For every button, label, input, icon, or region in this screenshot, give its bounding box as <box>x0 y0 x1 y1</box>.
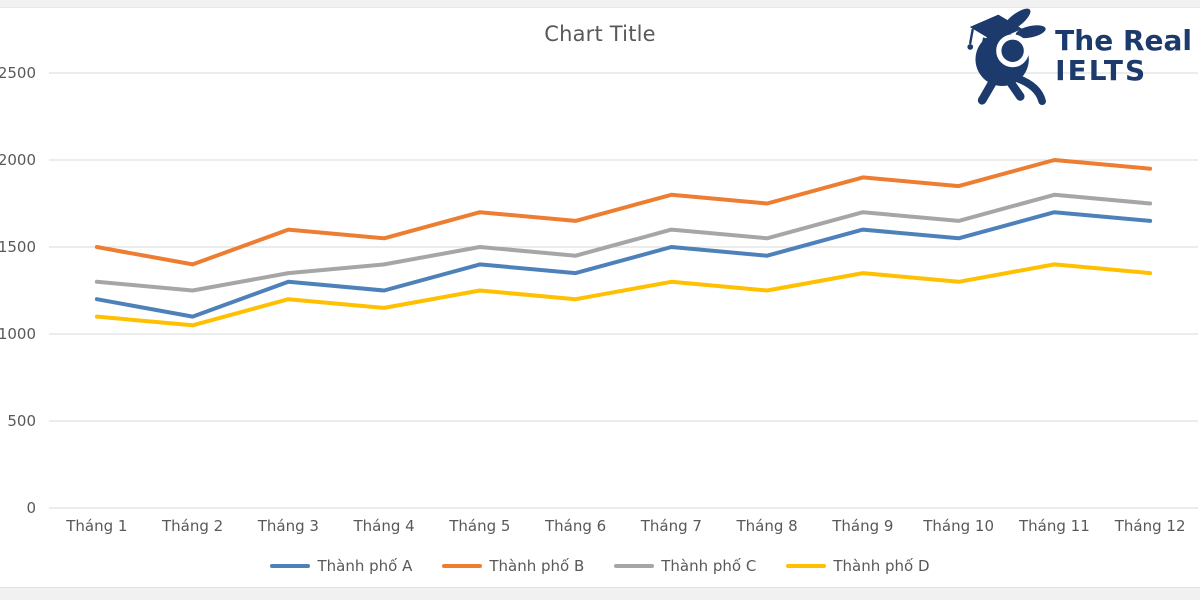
bottom-strip <box>0 587 1200 600</box>
x-axis-tick-label: Tháng 10 <box>922 517 994 535</box>
legend-swatch <box>614 563 655 569</box>
legend-label: Thành phố B <box>489 557 585 575</box>
y-axis-tick-label: 500 <box>7 412 36 430</box>
x-axis-tick-label: Tháng 11 <box>1018 517 1090 535</box>
legend-label: Thành phố D <box>833 557 930 575</box>
series-line <box>94 262 1153 328</box>
x-axis-tick-label: Tháng 2 <box>161 517 223 535</box>
series-line <box>94 158 1153 267</box>
y-axis-tick-label: 2000 <box>0 151 36 169</box>
legend-item: Thành phố D <box>786 557 930 575</box>
logo-text-line1: The Real <box>1055 23 1192 57</box>
legend-label: Thành phố A <box>317 557 413 575</box>
legend-item: Thành phố C <box>614 557 756 575</box>
logo-mascot-icon <box>967 8 1047 106</box>
x-axis-tick-label: Tháng 5 <box>448 517 510 535</box>
y-axis-tick-label: 1500 <box>0 238 36 256</box>
x-axis-tick-label: Tháng 3 <box>257 517 319 535</box>
series-line <box>94 192 1153 293</box>
y-axis-tick-label: 2500 <box>0 64 36 82</box>
x-axis-tick-label: Tháng 7 <box>640 517 702 535</box>
x-axis-tick-label: Tháng 4 <box>353 517 415 535</box>
legend-label: Thành phố C <box>661 557 757 575</box>
top-strip <box>0 0 1200 8</box>
y-axis-tick-label: 1000 <box>0 325 36 343</box>
legend-swatch <box>786 563 827 569</box>
brand-logo: The Real IELTS <box>961 6 1192 106</box>
chart-title: Chart Title <box>544 22 656 46</box>
legend-item: Thành phố B <box>442 557 584 575</box>
x-axis-tick-label: Tháng 9 <box>831 517 893 535</box>
logo-text: The Real IELTS <box>1055 23 1192 87</box>
x-axis-tick-label: Tháng 1 <box>65 517 127 535</box>
legend-swatch <box>442 563 483 569</box>
x-axis-tick-label: Tháng 12 <box>1114 517 1186 535</box>
logo-text-line2: IELTS <box>1055 54 1148 87</box>
x-axis-tick-label: Tháng 6 <box>544 517 606 535</box>
legend-swatch <box>270 563 311 569</box>
chart-legend: Thành phố A Thành phố B Thành phố C Thành p… <box>0 557 1200 575</box>
y-axis-tick-label: 0 <box>26 499 36 517</box>
series-line <box>94 210 1153 319</box>
x-axis-tick-label: Tháng 8 <box>736 517 798 535</box>
legend-item: Thành phố A <box>270 557 412 575</box>
